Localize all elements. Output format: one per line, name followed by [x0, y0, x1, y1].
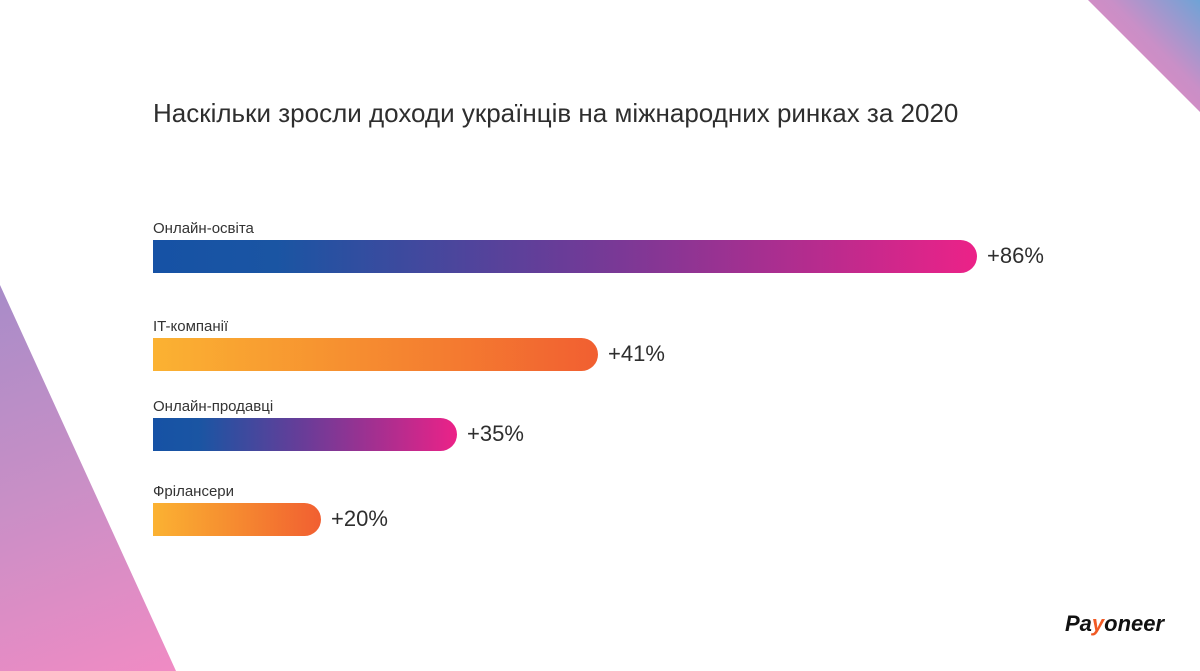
value-label: +35%	[467, 421, 524, 446]
decorative-corner-triangle	[1088, 0, 1200, 112]
value-label: +86%	[987, 243, 1044, 268]
payoneer-logo: Payoneer	[1065, 611, 1165, 636]
category-label: IT-компанії	[153, 318, 229, 335]
category-label: Фрілансери	[153, 483, 235, 500]
category-label: Онлайн-продавці	[153, 398, 274, 415]
bar	[153, 418, 457, 451]
chart-title: Наскільки зросли доходи українців на між…	[153, 98, 959, 128]
bar	[153, 503, 321, 536]
value-label: +41%	[608, 341, 665, 366]
decorative-left-triangle	[0, 285, 176, 671]
category-label: Онлайн-освіта	[153, 220, 254, 237]
bar	[153, 240, 977, 273]
bar	[153, 338, 598, 371]
value-label: +20%	[331, 506, 388, 531]
